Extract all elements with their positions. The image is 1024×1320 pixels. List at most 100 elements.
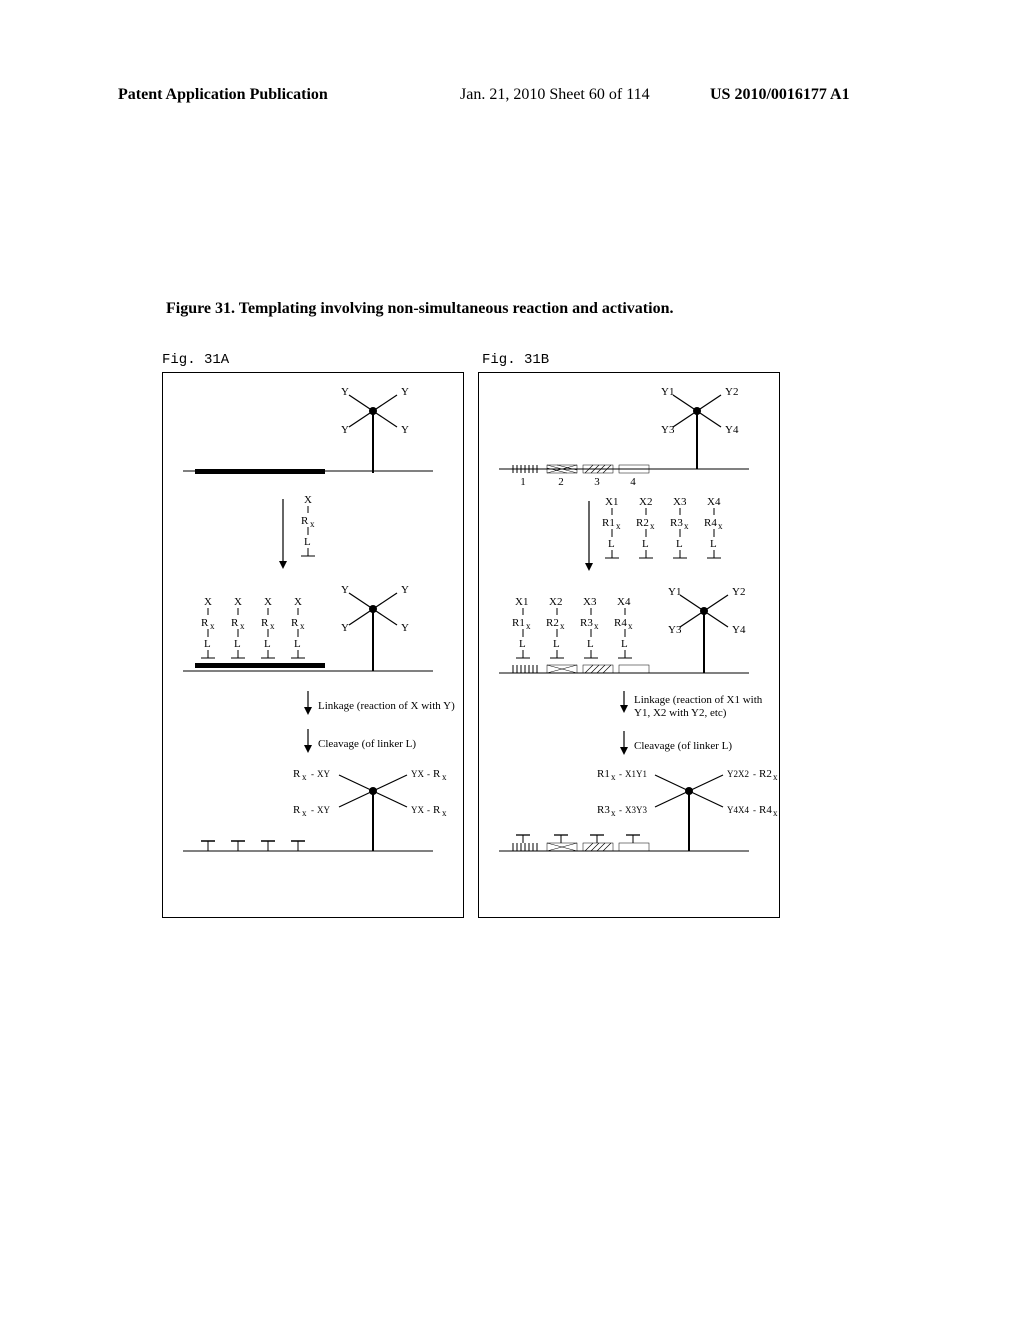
svg-text:-: - bbox=[311, 769, 314, 779]
svg-text:Y4: Y4 bbox=[732, 624, 746, 636]
svg-text:R1: R1 bbox=[597, 768, 610, 780]
svg-text:R: R bbox=[291, 617, 299, 629]
svg-text:X2: X2 bbox=[639, 496, 652, 508]
svg-text:Cleavage (of linker L): Cleavage (of linker L) bbox=[634, 740, 732, 752]
svg-text:L: L bbox=[264, 638, 271, 650]
svg-text:-: - bbox=[753, 805, 756, 815]
svg-text:X1Y1: X1Y1 bbox=[625, 769, 647, 779]
stage1-reagent: X R x L bbox=[301, 494, 315, 556]
header-left: Patent Application Publication bbox=[118, 86, 328, 104]
svg-text:3: 3 bbox=[594, 476, 600, 488]
svg-text:X2: X2 bbox=[549, 596, 562, 608]
svg-text:Y2: Y2 bbox=[725, 386, 738, 398]
svg-text:R3: R3 bbox=[670, 517, 683, 529]
figure-caption: Figure 31. Templating involving non-simu… bbox=[166, 300, 673, 318]
svg-text:x: x bbox=[628, 621, 633, 631]
stage1-y-cross: Y Y Y Y bbox=[341, 386, 409, 473]
svg-text:R4: R4 bbox=[759, 804, 772, 816]
svg-text:x: x bbox=[442, 808, 447, 818]
svg-text:X4: X4 bbox=[707, 496, 721, 508]
svg-text:-: - bbox=[753, 769, 756, 779]
svg-text:Y: Y bbox=[401, 386, 409, 398]
panel-31a: Y Y Y Y X R x L Y Y Y Y X bbox=[162, 372, 464, 918]
svg-text:XY: XY bbox=[317, 805, 330, 815]
svg-text:x: x bbox=[616, 521, 621, 531]
svg-text:Y: Y bbox=[401, 622, 409, 634]
b-stage1-y-cross: Y1 Y2 Y3 Y4 bbox=[661, 386, 739, 469]
svg-text:x: x bbox=[210, 621, 215, 631]
fig-31b-label: Fig. 31B bbox=[482, 352, 549, 368]
svg-text:Y: Y bbox=[341, 424, 349, 436]
svg-text:Y1, X2 with Y2, etc): Y1, X2 with Y2, etc) bbox=[634, 707, 727, 719]
svg-text:R2: R2 bbox=[546, 617, 559, 629]
svg-text:Y1: Y1 bbox=[668, 586, 681, 598]
b-stage2-y-cross: Y1 Y2 Y3 Y4 bbox=[668, 586, 746, 673]
svg-text:x: x bbox=[302, 772, 307, 782]
stage1-arrow bbox=[279, 499, 287, 569]
svg-text:R1: R1 bbox=[512, 617, 525, 629]
svg-text:x: x bbox=[594, 621, 599, 631]
svg-text:x: x bbox=[526, 621, 531, 631]
svg-text:X: X bbox=[294, 596, 302, 608]
svg-text:Y3: Y3 bbox=[661, 424, 675, 436]
svg-text:Linkage (reaction of X1 with: Linkage (reaction of X1 with bbox=[634, 694, 763, 706]
header-center: Jan. 21, 2010 Sheet 60 of 114 bbox=[460, 86, 650, 104]
svg-text:x: x bbox=[611, 772, 616, 782]
svg-text:4: 4 bbox=[630, 476, 636, 488]
svg-text:R: R bbox=[301, 515, 309, 527]
svg-text:R4: R4 bbox=[614, 617, 627, 629]
svg-text:Cleavage (of linker L): Cleavage (of linker L) bbox=[318, 738, 416, 750]
stage2-cleavage-arrow: Cleavage (of linker L) bbox=[304, 729, 416, 753]
svg-text:R: R bbox=[201, 617, 209, 629]
svg-text:XY: XY bbox=[317, 769, 330, 779]
svg-text:R: R bbox=[433, 804, 441, 816]
b-stage2-template bbox=[499, 665, 749, 673]
svg-text:-: - bbox=[427, 769, 430, 779]
svg-text:X: X bbox=[304, 494, 312, 506]
svg-text:X: X bbox=[234, 596, 242, 608]
svg-text:X1: X1 bbox=[515, 596, 528, 608]
svg-text:YX: YX bbox=[411, 805, 424, 815]
svg-text:L: L bbox=[642, 538, 649, 550]
svg-text:R: R bbox=[293, 804, 301, 816]
b-stage2-linkage-arrow: Linkage (reaction of X1 with Y1, X2 with… bbox=[620, 691, 763, 719]
stage2-y-cross: Y Y Y Y bbox=[341, 584, 409, 671]
svg-text:X3: X3 bbox=[583, 596, 597, 608]
stage2-linkage-arrow: Linkage (reaction of X with Y) bbox=[304, 691, 455, 715]
svg-text:1: 1 bbox=[520, 476, 526, 488]
svg-text:Y: Y bbox=[341, 386, 349, 398]
svg-text:-: - bbox=[619, 805, 622, 815]
stage3-template bbox=[183, 841, 433, 851]
stage3-product: Rx - XY YX - Rx Rx - XY YX - Rx bbox=[293, 768, 447, 851]
svg-text:L: L bbox=[587, 638, 594, 650]
svg-text:Y: Y bbox=[401, 584, 409, 596]
svg-text:-: - bbox=[427, 805, 430, 815]
svg-text:x: x bbox=[270, 621, 275, 631]
svg-text:x: x bbox=[300, 621, 305, 631]
b-stage3-product: R1x - X1Y1 Y2X2 - R2x R3x - X3Y3 Y4X4 - … bbox=[597, 768, 778, 851]
svg-text:x: x bbox=[650, 521, 655, 531]
b-stage1-reagents: X1 R1x L X2 R2x L X3 R3x L X4 bbox=[602, 496, 723, 558]
svg-text:x: x bbox=[611, 808, 616, 818]
svg-text:L: L bbox=[608, 538, 615, 550]
svg-text:L: L bbox=[204, 638, 211, 650]
svg-text:R2: R2 bbox=[759, 768, 772, 780]
svg-text:-: - bbox=[619, 769, 622, 779]
svg-text:L: L bbox=[676, 538, 683, 550]
svg-text:L: L bbox=[234, 638, 241, 650]
svg-text:x: x bbox=[560, 621, 565, 631]
svg-text:2: 2 bbox=[558, 476, 564, 488]
svg-text:x: x bbox=[442, 772, 447, 782]
svg-text:R: R bbox=[231, 617, 239, 629]
b-stage3-template bbox=[499, 835, 749, 851]
svg-text:Y: Y bbox=[401, 424, 409, 436]
svg-text:x: x bbox=[240, 621, 245, 631]
svg-text:L: L bbox=[621, 638, 628, 650]
b-stage1-arrow bbox=[585, 501, 593, 571]
svg-text:YX: YX bbox=[411, 769, 424, 779]
svg-text:R2: R2 bbox=[636, 517, 649, 529]
svg-text:Y2X2: Y2X2 bbox=[727, 769, 749, 779]
svg-text:Y4: Y4 bbox=[725, 424, 739, 436]
svg-text:R3: R3 bbox=[597, 804, 610, 816]
svg-text:Y4X4: Y4X4 bbox=[727, 805, 749, 815]
